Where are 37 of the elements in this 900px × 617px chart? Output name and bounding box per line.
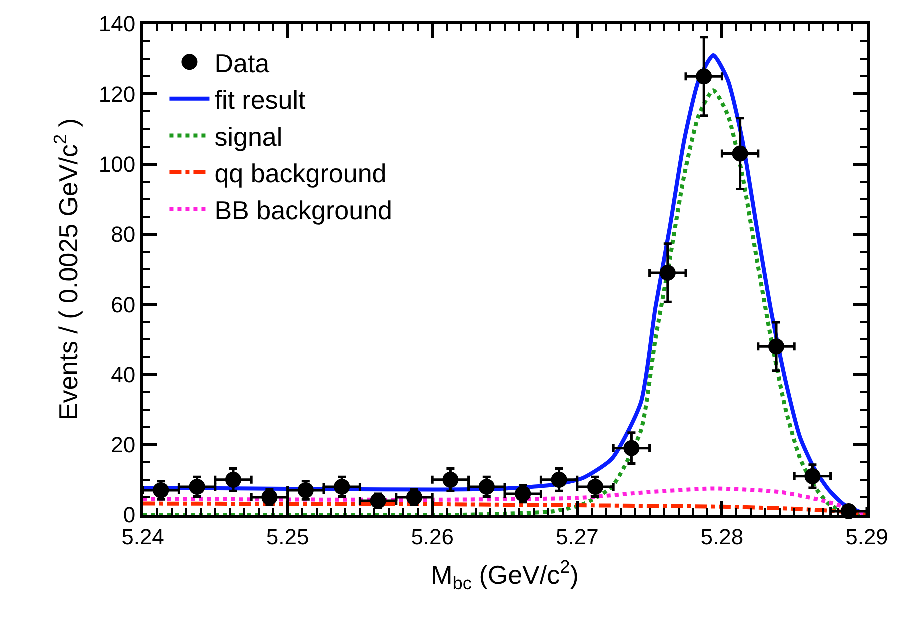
point [370,492,386,509]
point [624,440,640,456]
point [732,146,748,162]
line-series [143,502,867,515]
legend-label: Data [214,48,270,78]
x-tick-label: 5.27 [556,524,599,550]
point [804,468,821,484]
y-tick-label: 40 [111,362,136,388]
legend-label: fit result [214,85,307,116]
y-tick-label: 20 [111,432,136,458]
x-tick-label: 5.25 [266,524,310,550]
x-axis-title: M$_{bc}$ (GeV/c$^{2}$) [431,557,579,594]
y-tick-label: 60 [111,292,136,318]
point [478,478,495,495]
point [334,478,350,495]
point [660,265,676,282]
y-tick-label: 100 [98,152,136,177]
point [262,489,278,506]
point [153,482,170,498]
y-tick-label: 80 [111,222,136,248]
point [226,472,242,488]
y-tick-label: 140 [98,12,136,37]
point [515,486,532,502]
point [298,482,314,498]
legend-label: BB background [214,195,393,226]
point [189,478,206,495]
x-tick-label: 5.29 [846,524,888,550]
point [551,472,568,488]
legend-label: qq background [214,158,387,189]
legend-label: signal [214,122,283,152]
x-tick-label: 5.26 [411,524,454,550]
point [768,338,784,355]
point [442,472,459,488]
y-tick-label: 120 [98,82,136,107]
point [588,478,604,495]
point [696,68,712,85]
x-tick-label: 5.28 [700,524,744,550]
